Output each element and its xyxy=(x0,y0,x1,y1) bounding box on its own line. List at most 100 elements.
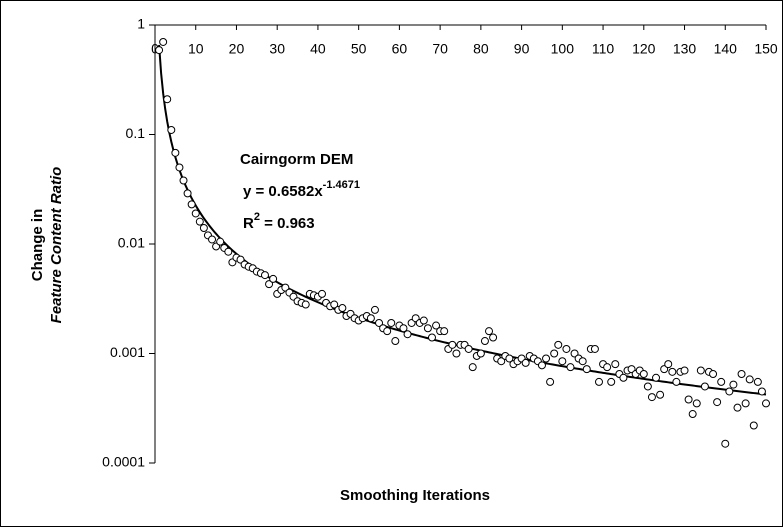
point xyxy=(301,300,310,309)
point xyxy=(668,367,677,376)
point xyxy=(224,247,233,256)
point xyxy=(546,377,555,386)
point xyxy=(664,360,673,369)
x-tick-label: 100 xyxy=(551,41,575,57)
point xyxy=(721,439,730,448)
point xyxy=(590,344,599,353)
point xyxy=(216,237,225,246)
point xyxy=(370,305,379,314)
point xyxy=(753,377,762,386)
point xyxy=(480,337,489,346)
x-tick-label: 50 xyxy=(351,41,367,57)
point xyxy=(757,387,766,396)
point xyxy=(607,377,616,386)
point xyxy=(383,327,392,336)
y-tick-label: 0.001 xyxy=(110,344,145,360)
point xyxy=(603,363,612,372)
point xyxy=(578,357,587,366)
point xyxy=(684,395,693,404)
point xyxy=(749,421,758,430)
point xyxy=(187,200,196,209)
point xyxy=(537,361,546,370)
y-tick-label: 0.1 xyxy=(126,125,146,141)
point xyxy=(643,382,652,391)
point xyxy=(199,223,208,232)
point xyxy=(709,369,718,378)
r2-text: R xyxy=(243,215,254,232)
point xyxy=(660,365,669,374)
point xyxy=(476,349,485,358)
point xyxy=(159,37,168,46)
equation-exponent: -1.4671 xyxy=(323,179,360,191)
point xyxy=(554,340,563,349)
point xyxy=(594,377,603,386)
y-tick-label: 0.0001 xyxy=(102,454,145,470)
x-tick-label: 90 xyxy=(514,41,530,57)
x-tick-label: 20 xyxy=(229,41,245,57)
point xyxy=(440,327,449,336)
point xyxy=(179,176,188,185)
point xyxy=(656,390,665,399)
equation-text: y = 0.6582x xyxy=(243,183,323,200)
point xyxy=(167,125,176,134)
point xyxy=(611,360,620,369)
point xyxy=(558,357,567,366)
point xyxy=(485,327,494,336)
y-tick-label: 1 xyxy=(137,16,145,32)
point xyxy=(619,373,628,382)
point xyxy=(550,349,559,358)
point xyxy=(464,344,473,353)
x-tick-label: 60 xyxy=(392,41,408,57)
point xyxy=(171,148,180,157)
point xyxy=(281,283,290,292)
point xyxy=(448,340,457,349)
annotation-equation: y = 0.6582x-1.4671 xyxy=(243,179,360,200)
point xyxy=(692,399,701,408)
point xyxy=(419,316,428,325)
point xyxy=(729,380,738,389)
point xyxy=(191,209,200,218)
r2-sup: 2 xyxy=(254,211,260,223)
x-axis-label: Smoothing Iterations xyxy=(340,487,490,504)
annotation-r2: R2 = 0.963 xyxy=(243,211,315,232)
point xyxy=(318,289,327,298)
x-tick-label: 140 xyxy=(714,41,738,57)
point xyxy=(423,324,432,333)
point xyxy=(570,349,579,358)
x-tick-label: 40 xyxy=(310,41,326,57)
x-tick-label: 10 xyxy=(188,41,204,57)
point xyxy=(391,337,400,346)
y-axis-label: Change in xyxy=(29,209,46,282)
x-tick-label: 80 xyxy=(473,41,489,57)
point xyxy=(505,354,514,363)
point xyxy=(680,366,689,375)
point xyxy=(338,304,347,313)
point xyxy=(183,189,192,198)
x-tick-label: 110 xyxy=(592,41,615,57)
point xyxy=(762,399,770,408)
annotation-title: Cairngorm DEM xyxy=(240,151,353,168)
point xyxy=(163,95,172,104)
x-tick-label: 150 xyxy=(754,41,778,57)
point xyxy=(330,300,339,309)
x-tick-label: 130 xyxy=(673,41,697,57)
point xyxy=(260,271,269,280)
r2-rest: = 0.963 xyxy=(260,215,315,232)
point xyxy=(452,349,461,358)
point xyxy=(725,387,734,396)
point xyxy=(639,369,648,378)
point xyxy=(399,324,408,333)
point xyxy=(647,393,656,402)
point xyxy=(489,333,498,342)
point xyxy=(745,375,754,384)
point xyxy=(387,318,396,327)
point xyxy=(375,318,384,327)
point xyxy=(269,274,278,283)
point xyxy=(582,365,591,374)
point xyxy=(688,410,697,419)
point xyxy=(155,46,164,55)
point xyxy=(265,280,274,289)
point xyxy=(713,398,722,407)
